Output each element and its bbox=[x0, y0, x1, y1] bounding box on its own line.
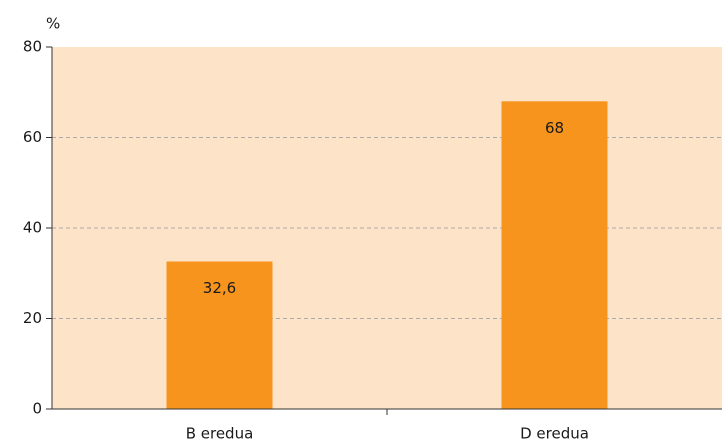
y-tick-label: 0 bbox=[32, 400, 42, 418]
y-tick-label: 80 bbox=[23, 38, 42, 56]
y-tick-label: 40 bbox=[23, 219, 42, 237]
value-label: 68 bbox=[545, 119, 564, 137]
y-tick-label: 20 bbox=[23, 309, 42, 327]
bar bbox=[501, 101, 608, 410]
x-tick-label: D eredua bbox=[520, 425, 589, 443]
y-tick-label: 60 bbox=[23, 128, 42, 146]
bar bbox=[166, 261, 273, 409]
y-axis-label: % bbox=[46, 15, 60, 33]
x-tick-label: B eredua bbox=[186, 425, 254, 443]
value-label: 32,6 bbox=[203, 279, 236, 297]
plot-area bbox=[52, 47, 722, 409]
